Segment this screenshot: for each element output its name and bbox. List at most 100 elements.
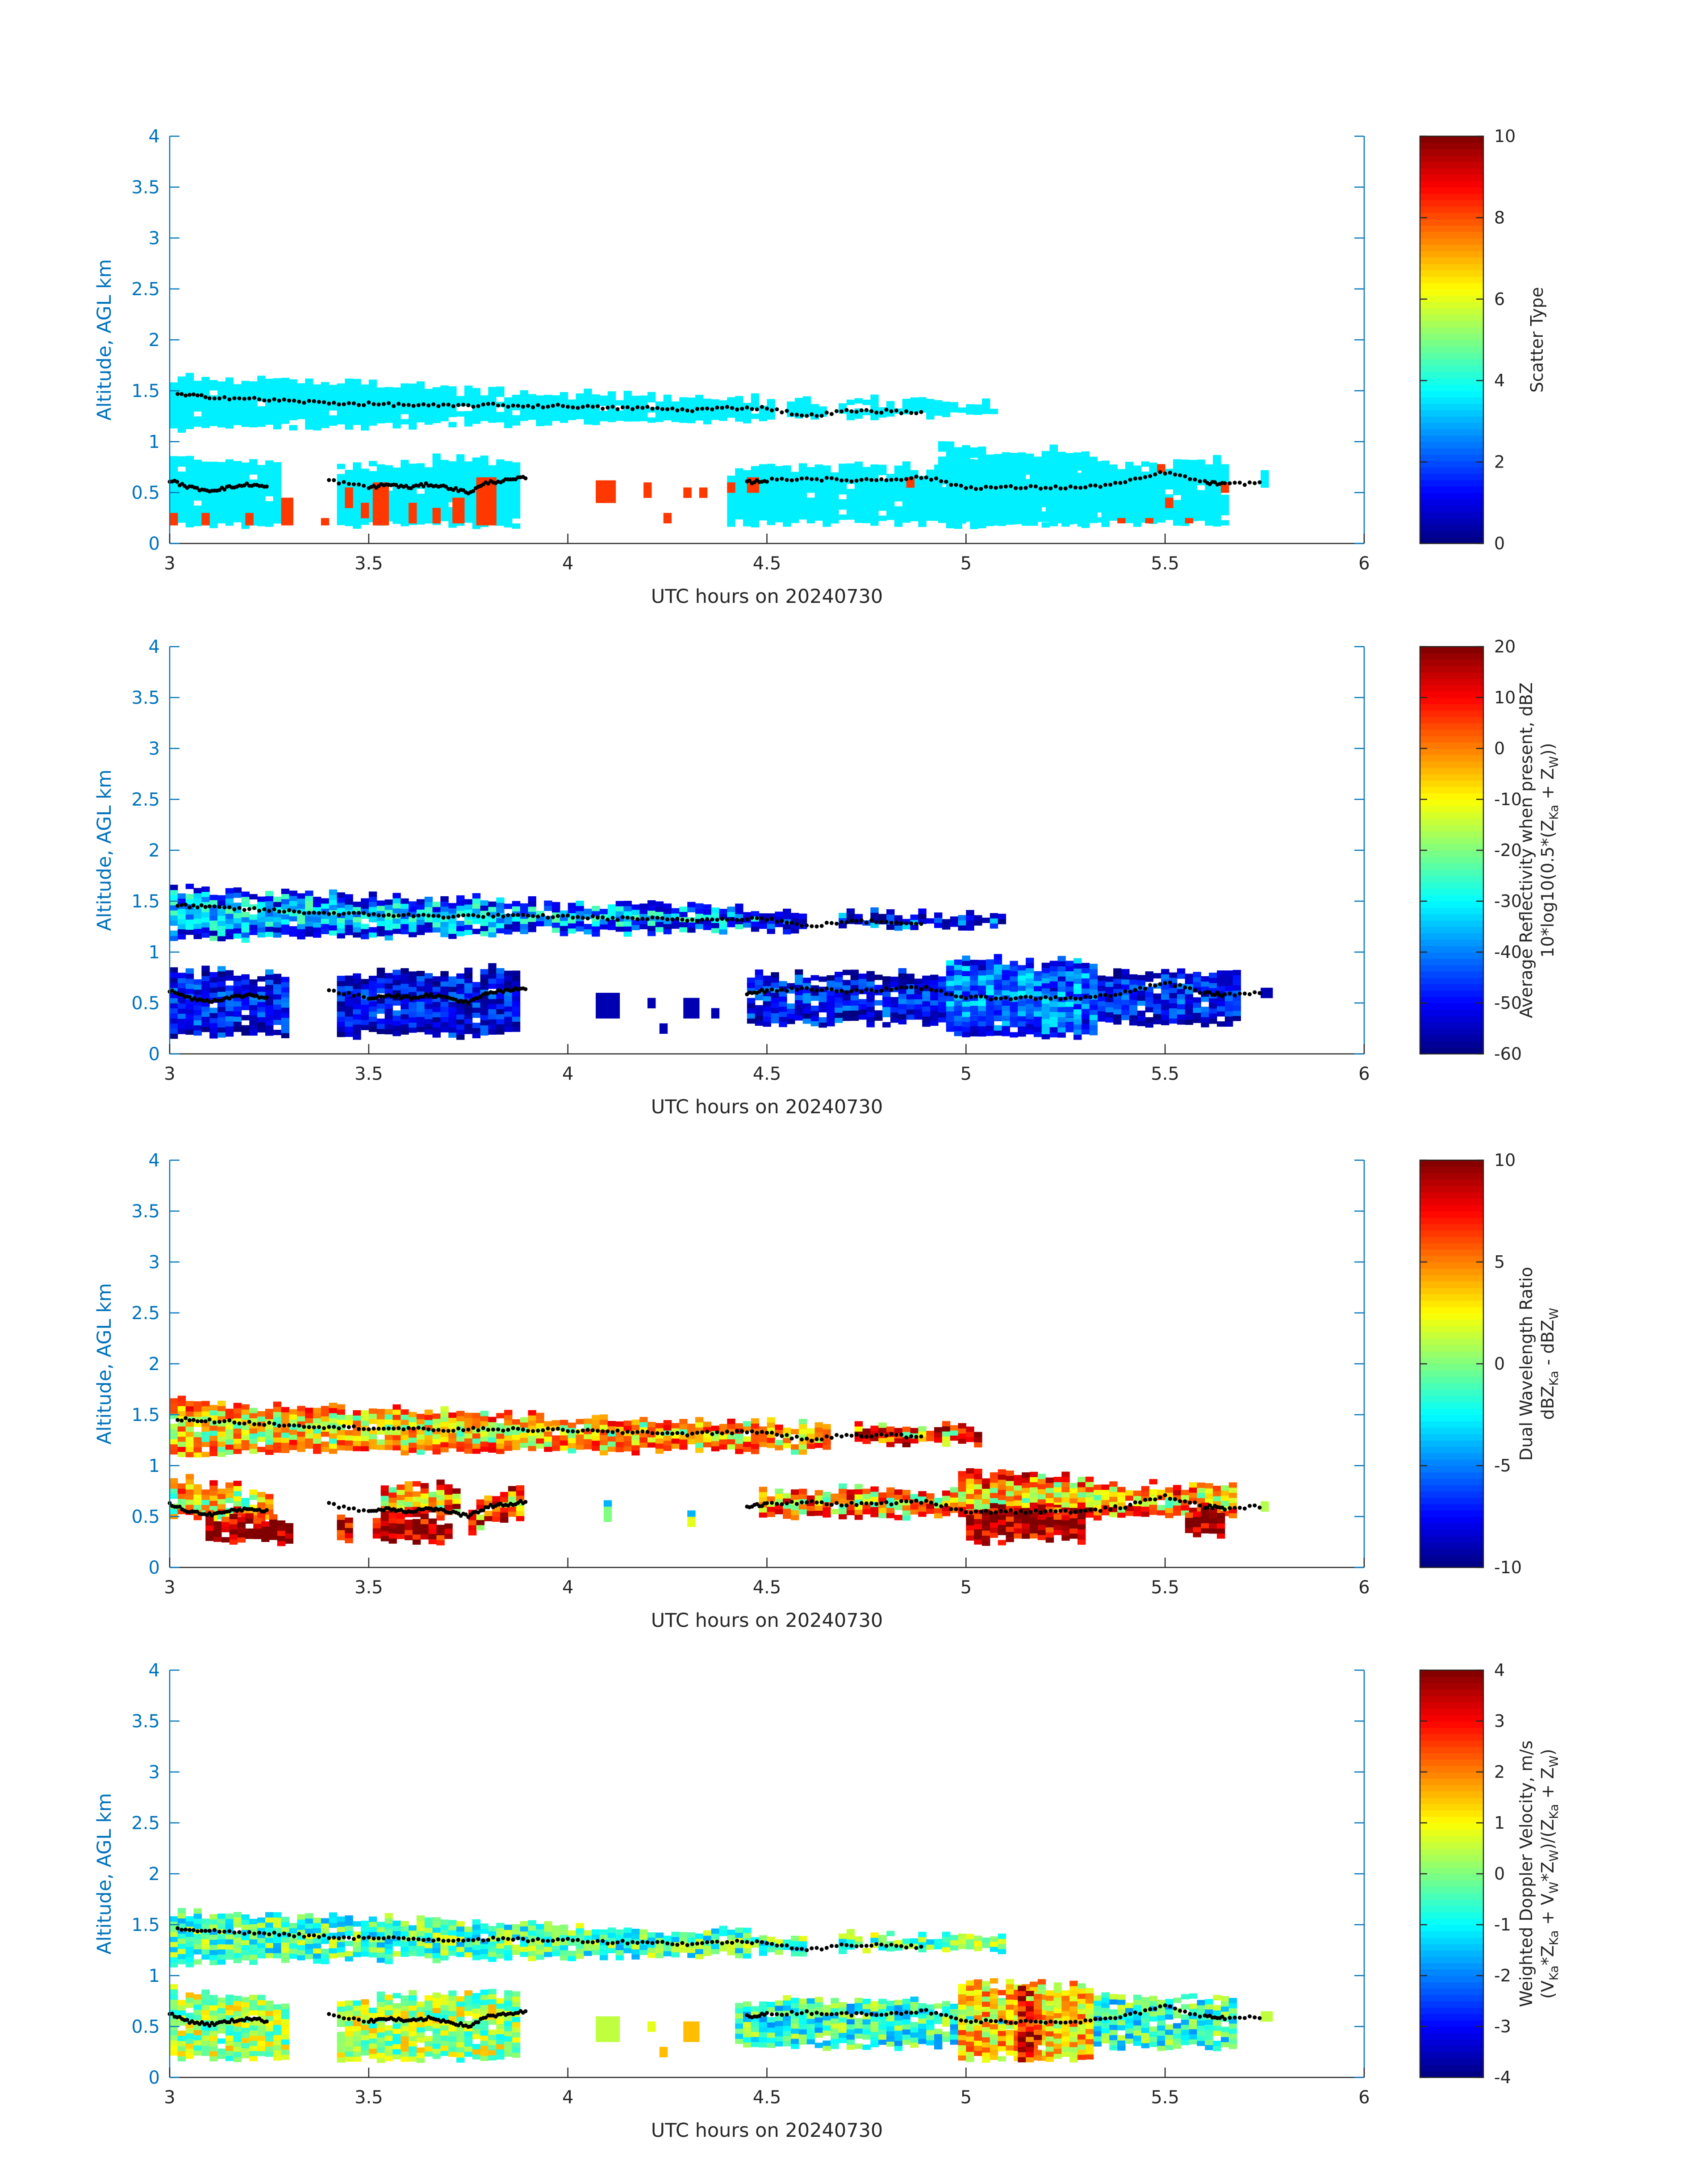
heatmap-cell <box>954 493 962 498</box>
heatmap-cell <box>639 401 648 406</box>
heatmap-cell <box>289 500 293 505</box>
trace-dot <box>909 411 914 415</box>
heatmap-cell <box>201 492 210 498</box>
heatmap-cell <box>225 970 234 976</box>
heatmap-cell <box>249 999 258 1005</box>
heatmap-cell <box>452 497 461 503</box>
heatmap-cell <box>994 1030 1002 1036</box>
heatmap-cell <box>882 1022 891 1028</box>
heatmap-cell <box>209 512 218 518</box>
heatmap-cell <box>839 474 847 479</box>
heatmap-cell <box>663 923 672 929</box>
heatmap-cell <box>1057 1007 1066 1012</box>
heatmap-cell <box>472 903 481 909</box>
heatmap-cell <box>177 376 186 382</box>
heatmap-cell <box>305 424 313 430</box>
heatmap-cell <box>329 915 338 920</box>
trace-dot <box>411 404 416 408</box>
heatmap-cell <box>906 482 915 488</box>
heatmap-cell <box>496 386 505 392</box>
heatmap-cell <box>265 1010 274 1015</box>
heatmap-cell <box>1010 478 1018 484</box>
heatmap-cell <box>1121 974 1130 980</box>
trace-dot <box>824 986 829 991</box>
heatmap-cell <box>416 919 425 925</box>
heatmap-cell <box>946 462 955 468</box>
heatmap-cell <box>337 414 345 419</box>
heatmap-cell <box>297 893 305 899</box>
colorbar-segment <box>1420 200 1483 207</box>
heatmap-cell <box>225 1006 234 1011</box>
heatmap-cell <box>1002 518 1010 524</box>
trace-dot <box>979 994 983 999</box>
heatmap-cell <box>393 397 401 403</box>
heatmap-cell <box>1213 516 1221 522</box>
heatmap-cell <box>1097 980 1106 986</box>
y-tick-label: 0 <box>149 534 160 554</box>
heatmap-cell <box>938 446 947 452</box>
heatmap-cell <box>552 395 560 401</box>
heatmap-cell <box>1089 477 1098 483</box>
heatmap-cell <box>233 389 242 395</box>
trace-dot <box>839 478 844 483</box>
trace-dot <box>397 993 401 997</box>
heatmap-cell <box>1169 998 1178 1003</box>
colorbar-segment <box>1420 333 1483 340</box>
trace-dot <box>376 913 381 918</box>
trace-dot <box>789 412 794 417</box>
heatmap-cell <box>910 924 919 930</box>
trace-dot <box>546 915 550 920</box>
heatmap-cell <box>1213 470 1221 476</box>
heatmap-cell <box>779 981 787 986</box>
heatmap-cell <box>870 907 879 913</box>
heatmap-cell <box>456 1019 465 1025</box>
heatmap-cell <box>265 896 274 902</box>
heatmap-cell <box>1081 467 1090 472</box>
heatmap-cell <box>926 515 935 521</box>
heatmap-cell <box>1026 494 1034 500</box>
trace-dot <box>272 397 276 401</box>
heatmap-cell <box>528 916 536 922</box>
trace-dot <box>625 405 630 409</box>
heatmap-cell <box>456 931 465 936</box>
heatmap-cell <box>337 918 345 923</box>
heatmap-cell <box>448 461 457 467</box>
heatmap-cell <box>798 504 807 510</box>
heatmap-cell <box>201 402 210 408</box>
trace-dot <box>805 414 809 418</box>
heatmap-cell <box>448 923 457 929</box>
heatmap-cell <box>452 502 461 508</box>
heatmap-cell <box>1153 999 1161 1004</box>
heatmap-cell <box>1125 507 1134 513</box>
heatmap-cell <box>794 994 803 1000</box>
trace-dot <box>889 921 894 925</box>
heatmap-cell <box>456 994 465 999</box>
heatmap-cell <box>1010 509 1018 514</box>
heatmap-cell <box>994 999 1002 1005</box>
heatmap-cell <box>1189 460 1198 465</box>
heatmap-cell <box>297 409 305 414</box>
colorbar-segment <box>1420 473 1483 481</box>
colorbar-segment <box>1420 460 1483 468</box>
heatmap-cell <box>994 1010 1002 1015</box>
heatmap-cell <box>1018 970 1026 976</box>
trace-dot <box>760 988 764 992</box>
heatmap-cell <box>225 382 234 388</box>
heatmap-cell <box>783 924 791 929</box>
heatmap-cell <box>962 955 970 961</box>
heatmap-cell <box>850 1010 859 1016</box>
heatmap-cell <box>488 407 497 413</box>
heatmap-cell <box>946 1016 955 1022</box>
trace-dot <box>332 911 336 915</box>
heatmap-cell <box>313 409 322 415</box>
heatmap-cell <box>751 398 760 404</box>
heatmap-cell <box>1041 461 1050 467</box>
heatmap-cell <box>464 914 473 920</box>
heatmap-cell <box>775 491 783 497</box>
heatmap-cell <box>962 961 970 966</box>
heatmap-cell <box>209 910 218 915</box>
heatmap-cell <box>249 984 258 990</box>
heatmap-cell <box>217 462 226 468</box>
heatmap-cell <box>177 461 186 467</box>
trace-dot <box>307 911 311 915</box>
